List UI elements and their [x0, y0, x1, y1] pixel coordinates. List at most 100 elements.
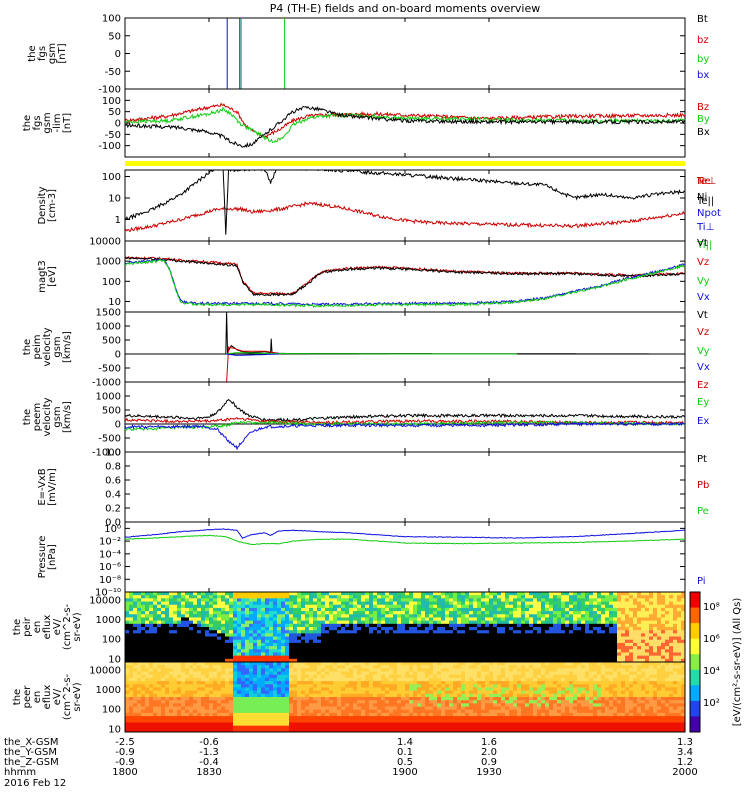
heatmap-cell — [149, 687, 154, 692]
heatmap-cell — [241, 601, 246, 606]
heatmap-cell — [465, 623, 470, 628]
heatmap-cell — [361, 614, 366, 618]
heatmap-cell — [193, 636, 198, 641]
heatmap-cell — [301, 684, 306, 688]
heatmap-cell — [661, 646, 666, 650]
heatmap-cell — [593, 601, 598, 606]
heatmap-cell — [257, 712, 262, 717]
heatmap-cell — [357, 592, 362, 596]
heatmap-cell — [521, 636, 526, 641]
heatmap-cell — [133, 636, 138, 641]
heatmap-cell — [229, 595, 234, 599]
y-tick-label: 50 — [108, 31, 121, 42]
heatmap-cell — [589, 658, 594, 663]
heatmap-cell — [669, 623, 674, 628]
heatmap-cell — [325, 611, 330, 615]
heatmap-cell — [317, 712, 322, 717]
heatmap-cell — [397, 719, 402, 723]
heatmap-cell — [661, 652, 666, 657]
heatmap-cell — [185, 725, 190, 730]
heatmap-cell — [605, 611, 610, 615]
heatmap-cell — [325, 719, 330, 723]
heatmap-cell — [301, 633, 306, 637]
heatmap-cell — [205, 601, 210, 606]
heatmap-cell — [385, 728, 390, 733]
heatmap-cell — [593, 649, 598, 653]
heatmap-cell — [361, 684, 366, 688]
heatmap-cell — [521, 620, 526, 625]
heatmap-cell — [245, 716, 250, 720]
heatmap-cell — [261, 712, 266, 717]
heatmap-cell — [169, 627, 174, 631]
heatmap-cell — [213, 693, 218, 698]
heatmap-cell — [385, 639, 390, 644]
heatmap-cell — [373, 677, 378, 682]
heatmap-cell — [593, 620, 598, 625]
heatmap-cell — [397, 671, 402, 676]
heatmap-cell — [149, 636, 154, 641]
heatmap-cell — [353, 703, 358, 707]
heatmap-cell — [573, 627, 578, 631]
heatmap-cell — [333, 674, 338, 679]
heatmap-cell — [149, 607, 154, 612]
heatmap-cell — [617, 642, 622, 647]
heatmap-cell — [173, 623, 178, 628]
heatmap-cell — [205, 706, 210, 711]
heatmap-cell — [493, 633, 498, 637]
heatmap-cell — [625, 607, 630, 612]
heatmap-cell — [681, 652, 686, 657]
heatmap-cell — [273, 639, 278, 644]
heatmap-cell — [509, 639, 514, 644]
heatmap-cell — [581, 652, 586, 657]
heatmap-cell — [233, 601, 238, 606]
heatmap-cell — [161, 595, 166, 599]
heatmap-cell — [653, 636, 658, 641]
heatmap-cell — [313, 712, 318, 717]
heatmap-cell — [241, 652, 246, 657]
heatmap-cell — [377, 592, 382, 596]
heatmap-cell — [505, 601, 510, 606]
y-tick-label: 10⁰ — [104, 524, 121, 535]
heatmap-cell — [341, 639, 346, 644]
heatmap-cell — [361, 633, 366, 637]
heatmap-cell — [197, 646, 202, 650]
heatmap-cell — [129, 630, 134, 634]
heatmap-cell — [461, 655, 466, 660]
heatmap-cell — [289, 693, 294, 698]
heatmap-cell — [437, 649, 442, 653]
heatmap-cell — [201, 592, 206, 596]
heatmap-cell — [593, 652, 598, 657]
heatmap-cell — [381, 607, 386, 612]
heatmap-cell — [373, 697, 378, 701]
heatmap-cell — [321, 716, 326, 720]
y-axis-label: gsm — [42, 112, 53, 133]
heatmap-cell — [209, 700, 214, 704]
heatmap-cell — [361, 652, 366, 657]
heatmap-cell — [177, 611, 182, 615]
heatmap-cell — [317, 709, 322, 714]
heatmap-cell — [257, 677, 262, 682]
heatmap-cell — [549, 595, 554, 599]
heatmap-cell — [261, 620, 266, 625]
heatmap-cell — [185, 712, 190, 717]
heatmap-cell — [541, 595, 546, 599]
heatmap-cell — [465, 604, 470, 609]
heatmap-cell — [529, 607, 534, 612]
heatmap-cell — [293, 716, 298, 720]
heatmap-cell — [141, 614, 146, 618]
heatmap-cell — [265, 703, 270, 707]
heatmap-cell — [529, 658, 534, 663]
heatmap-cell — [301, 668, 306, 672]
heatmap-cell — [477, 633, 482, 637]
heatmap-cell — [133, 623, 138, 628]
heatmap-cell — [577, 658, 582, 663]
heatmap-cell — [337, 690, 342, 695]
heatmap-cell — [369, 681, 374, 685]
heatmap-cell — [265, 592, 270, 596]
heatmap-cell — [425, 652, 430, 657]
heatmap-cell — [201, 630, 206, 634]
heatmap-cell — [361, 681, 366, 685]
heatmap-cell — [593, 595, 598, 599]
heatmap-cell — [369, 617, 374, 622]
heatmap-cell — [429, 627, 434, 631]
